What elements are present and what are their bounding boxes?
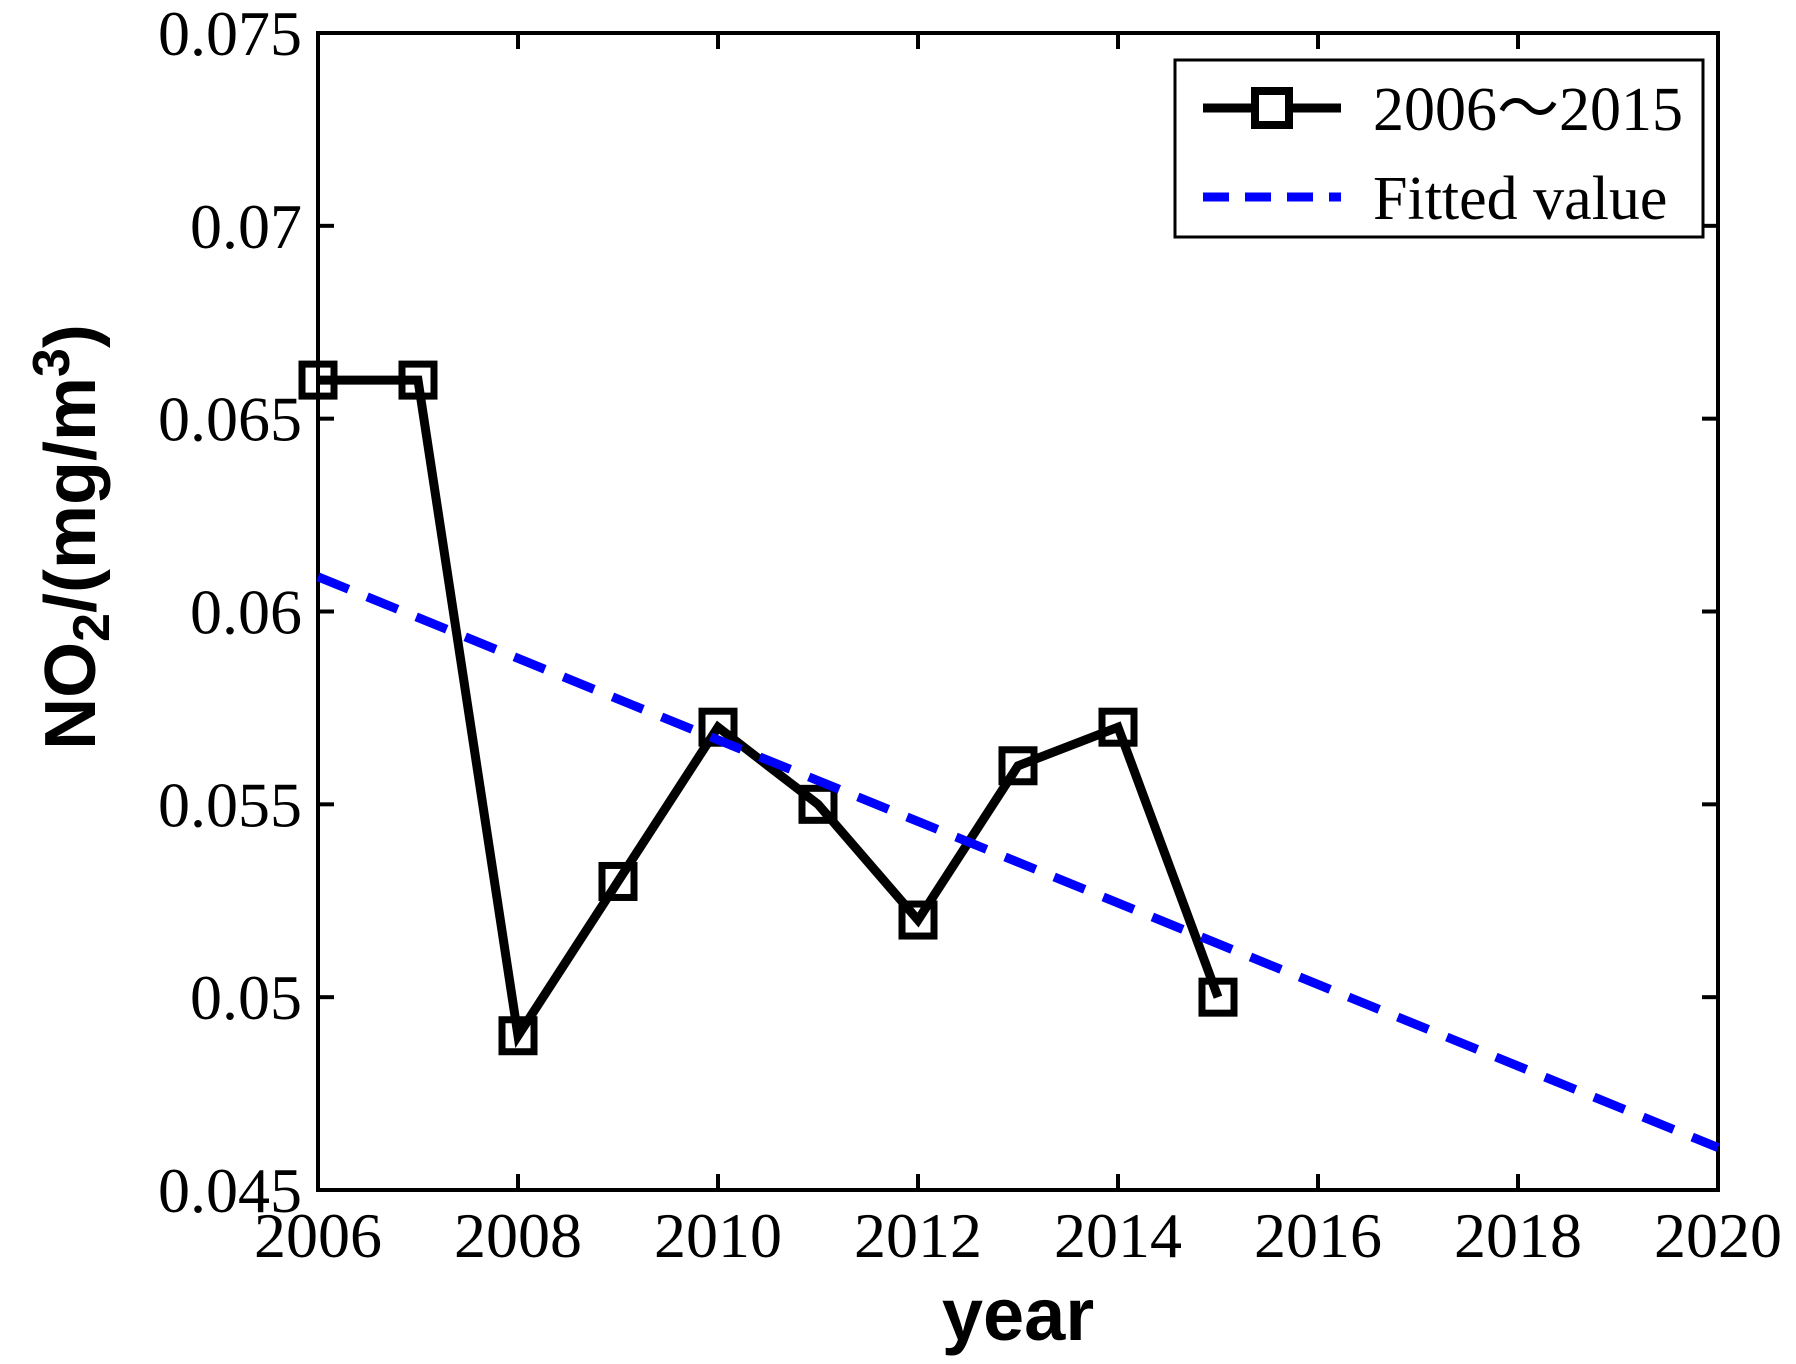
y-tick-label: 0.06 — [190, 577, 302, 648]
y-axis: 0.045 0.05 0.055 0.06 0.065 0.07 0.075 — [158, 0, 1718, 1226]
data-point-marker — [298, 360, 338, 400]
legend-open-square-icon — [1251, 87, 1293, 129]
legend-label-series: 2006～2015 — [1373, 76, 1683, 144]
y-axis-title: NO2/(mg/m3) — [22, 324, 120, 750]
data-point-marker — [998, 746, 1038, 786]
y-tick-label: 0.07 — [190, 191, 302, 262]
x-tick-label: 2012 — [854, 1200, 982, 1271]
legend: 2006～2015 Fitted value — [1173, 58, 1705, 239]
x-tick-label: 2018 — [1454, 1200, 1582, 1271]
y-tick-label: 0.045 — [158, 1155, 302, 1226]
legend-entry-fitted: Fitted value — [1203, 165, 1667, 233]
legend-entry-series: 2006～2015 — [1203, 76, 1683, 144]
fitted-line — [316, 572, 1720, 1152]
x-tick-label: 2008 — [454, 1200, 582, 1271]
legend-label-fitted: Fitted value — [1373, 165, 1667, 233]
y-tick-label: 0.065 — [158, 384, 302, 455]
x-axis-title: year — [942, 1273, 1094, 1356]
series-2006-2015 — [298, 360, 1238, 1056]
x-tick-label: 2020 — [1654, 1200, 1782, 1271]
data-point-marker — [498, 1016, 538, 1056]
x-tick-label: 2010 — [654, 1200, 782, 1271]
y-tick-label: 0.055 — [158, 769, 302, 840]
x-tick-label: 2014 — [1054, 1200, 1182, 1271]
data-point-marker — [898, 900, 938, 940]
data-point-marker — [1098, 707, 1138, 747]
x-axis: 2006 2008 2010 2012 2014 2016 2018 2020 — [254, 33, 1782, 1271]
data-point-marker — [398, 360, 438, 400]
x-tick-label: 2006 — [254, 1200, 382, 1271]
data-point-marker — [798, 784, 838, 824]
data-point-marker — [1198, 977, 1238, 1017]
series-line — [318, 375, 1223, 1049]
data-point-marker — [598, 861, 638, 901]
y-tick-label: 0.075 — [158, 0, 302, 69]
y-tick-label: 0.05 — [190, 962, 302, 1033]
x-tick-label: 2016 — [1254, 1200, 1382, 1271]
